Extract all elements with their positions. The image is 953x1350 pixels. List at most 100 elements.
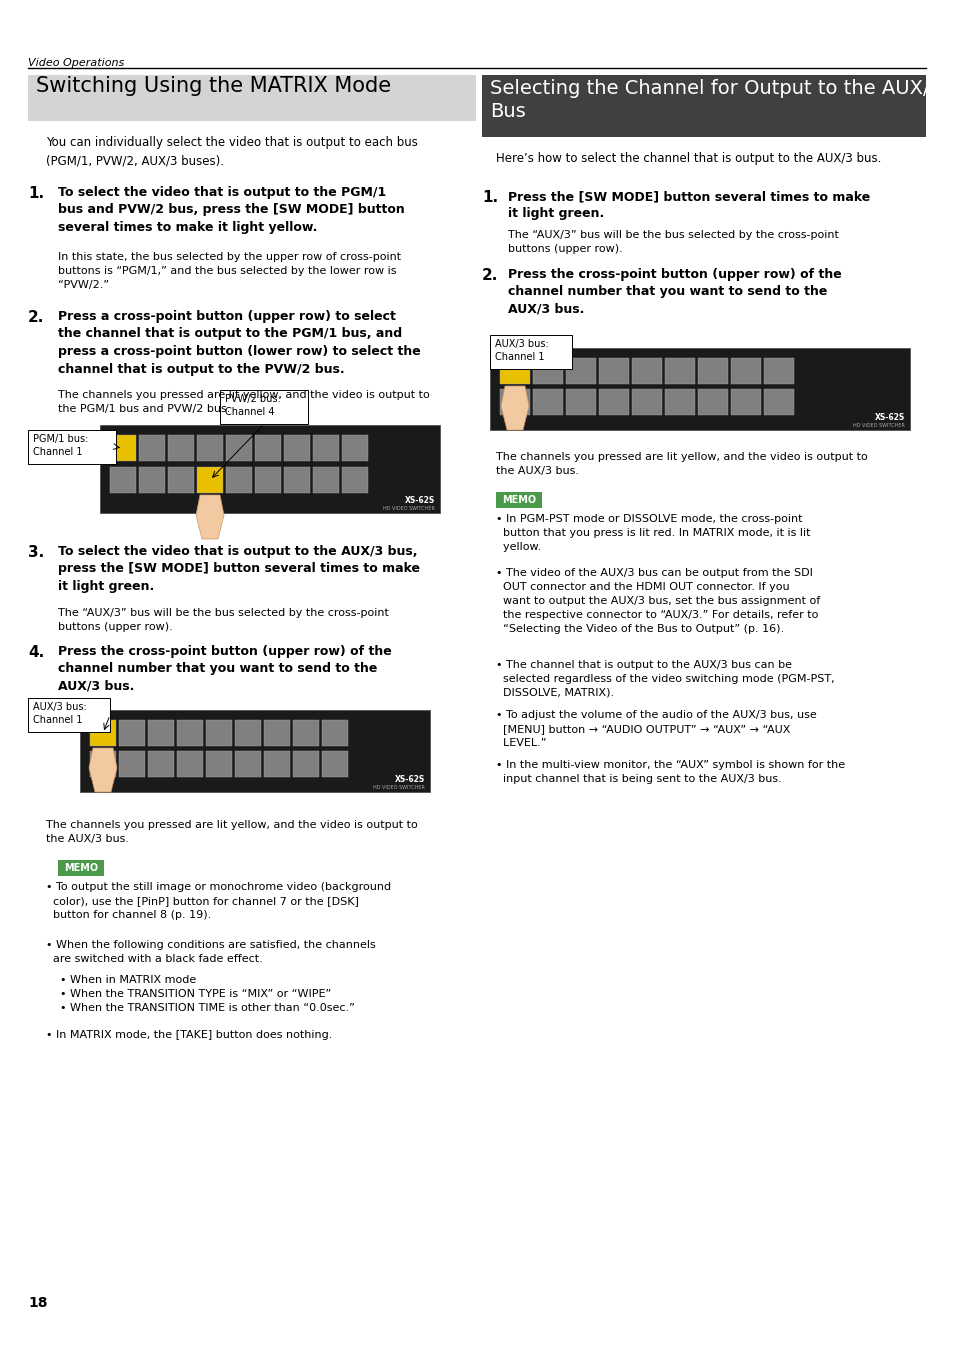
Text: Switching Using the MATRIX Mode: Switching Using the MATRIX Mode (36, 76, 391, 96)
Text: To select the video that is output to the PGM/1
bus and PVW/2 bus, press the [SW: To select the video that is output to th… (58, 186, 404, 234)
FancyBboxPatch shape (28, 76, 476, 122)
Text: PVW/2 bus:
Channel 4: PVW/2 bus: Channel 4 (225, 394, 280, 417)
Text: • In the multi-view monitor, the “AUX” symbol is shown for the
  input channel t: • In the multi-view monitor, the “AUX” s… (496, 760, 844, 784)
FancyBboxPatch shape (763, 358, 793, 383)
FancyBboxPatch shape (490, 335, 572, 369)
FancyBboxPatch shape (148, 720, 173, 747)
FancyBboxPatch shape (322, 751, 348, 778)
Text: MEMO: MEMO (501, 495, 536, 505)
FancyBboxPatch shape (341, 467, 368, 493)
FancyBboxPatch shape (90, 751, 116, 778)
Text: The channels you pressed are lit yellow, and the video is output to
the AUX/3 bu: The channels you pressed are lit yellow,… (46, 819, 417, 844)
FancyBboxPatch shape (565, 358, 596, 383)
FancyBboxPatch shape (763, 389, 793, 414)
FancyBboxPatch shape (698, 358, 727, 383)
Text: The channels you pressed are lit yellow, and the video is output to
the AUX/3 bu: The channels you pressed are lit yellow,… (496, 452, 867, 477)
Text: • When in MATRIX mode
• When the TRANSITION TYPE is “MIX” or “WIPE”
• When the T: • When in MATRIX mode • When the TRANSIT… (60, 975, 355, 1012)
FancyBboxPatch shape (313, 435, 338, 460)
FancyBboxPatch shape (598, 358, 628, 383)
Text: 1.: 1. (28, 186, 44, 201)
FancyBboxPatch shape (226, 435, 252, 460)
Text: • To adjust the volume of the audio of the AUX/3 bus, use
  [MENU] button → “AUD: • To adjust the volume of the audio of t… (496, 710, 816, 748)
Text: Here’s how to select the channel that is output to the AUX/3 bus.: Here’s how to select the channel that is… (496, 153, 881, 165)
Text: XS-62S: XS-62S (395, 775, 424, 784)
Text: • To output the still image or monochrome video (background
  color), use the [P: • To output the still image or monochrom… (46, 882, 391, 919)
Text: • The channel that is output to the AUX/3 bus can be
  selected regardless of th: • The channel that is output to the AUX/… (496, 660, 834, 698)
FancyBboxPatch shape (110, 467, 136, 493)
Text: • In PGM-PST mode or DISSOLVE mode, the cross-point
  button that you press is l: • In PGM-PST mode or DISSOLVE mode, the … (496, 514, 810, 552)
FancyBboxPatch shape (28, 698, 110, 732)
Text: XS-62S: XS-62S (874, 413, 904, 423)
FancyBboxPatch shape (168, 435, 193, 460)
FancyBboxPatch shape (481, 76, 925, 136)
FancyBboxPatch shape (148, 751, 173, 778)
FancyBboxPatch shape (264, 751, 290, 778)
Text: • In MATRIX mode, the [TAKE] button does nothing.: • In MATRIX mode, the [TAKE] button does… (46, 1030, 332, 1040)
FancyBboxPatch shape (293, 720, 318, 747)
FancyBboxPatch shape (100, 425, 439, 513)
FancyBboxPatch shape (139, 467, 165, 493)
Text: In this state, the bus selected by the upper row of cross-point
buttons is “PGM/: In this state, the bus selected by the u… (58, 252, 400, 290)
Text: HD VIDEO SWITCHER: HD VIDEO SWITCHER (373, 784, 424, 790)
Text: You can individually select the video that is output to each bus
(PGM/1, PVW/2, : You can individually select the video th… (46, 136, 417, 167)
FancyBboxPatch shape (254, 435, 281, 460)
FancyBboxPatch shape (196, 435, 223, 460)
FancyBboxPatch shape (631, 389, 661, 414)
FancyBboxPatch shape (293, 751, 318, 778)
FancyBboxPatch shape (119, 720, 145, 747)
Text: 18: 18 (28, 1296, 48, 1310)
Text: Video Operations: Video Operations (28, 58, 124, 68)
Text: To select the video that is output to the AUX/3 bus,
press the [SW MODE] button : To select the video that is output to th… (58, 545, 419, 593)
FancyBboxPatch shape (730, 389, 760, 414)
Polygon shape (500, 386, 529, 431)
FancyBboxPatch shape (565, 389, 596, 414)
FancyBboxPatch shape (206, 751, 232, 778)
Text: 1.: 1. (481, 190, 497, 205)
FancyBboxPatch shape (254, 467, 281, 493)
Text: The “AUX/3” bus will be the bus selected by the cross-point
buttons (upper row).: The “AUX/3” bus will be the bus selected… (507, 230, 838, 254)
FancyBboxPatch shape (341, 435, 368, 460)
FancyBboxPatch shape (490, 348, 909, 431)
Text: 3.: 3. (28, 545, 44, 560)
Text: Press the [SW MODE] button several times to make
it light green.: Press the [SW MODE] button several times… (507, 190, 869, 220)
FancyBboxPatch shape (90, 720, 116, 747)
FancyBboxPatch shape (533, 389, 562, 414)
FancyBboxPatch shape (496, 491, 541, 508)
FancyBboxPatch shape (631, 358, 661, 383)
FancyBboxPatch shape (139, 435, 165, 460)
FancyBboxPatch shape (499, 389, 530, 414)
FancyBboxPatch shape (168, 467, 193, 493)
FancyBboxPatch shape (533, 358, 562, 383)
FancyBboxPatch shape (80, 710, 430, 792)
Text: The “AUX/3” bus will be the bus selected by the cross-point
buttons (upper row).: The “AUX/3” bus will be the bus selected… (58, 608, 389, 632)
Text: AUX/3 bus:
Channel 1: AUX/3 bus: Channel 1 (33, 702, 87, 725)
FancyBboxPatch shape (284, 435, 310, 460)
Polygon shape (89, 748, 117, 792)
FancyBboxPatch shape (234, 751, 261, 778)
Text: XS-62S: XS-62S (404, 495, 435, 505)
FancyBboxPatch shape (177, 751, 203, 778)
Text: Selecting the Channel for Output to the AUX/3
Bus: Selecting the Channel for Output to the … (490, 80, 941, 120)
FancyBboxPatch shape (220, 390, 308, 424)
FancyBboxPatch shape (28, 431, 116, 464)
Text: • The video of the AUX/3 bus can be output from the SDI
  OUT connector and the : • The video of the AUX/3 bus can be outp… (496, 568, 820, 634)
FancyBboxPatch shape (206, 720, 232, 747)
Text: 4.: 4. (28, 645, 44, 660)
FancyBboxPatch shape (284, 467, 310, 493)
Text: HD VIDEO SWITCHER: HD VIDEO SWITCHER (383, 506, 435, 512)
Text: Press a cross-point button (upper row) to select
the channel that is output to t: Press a cross-point button (upper row) t… (58, 310, 420, 375)
Text: Press the cross-point button (upper row) of the
channel number that you want to : Press the cross-point button (upper row)… (58, 645, 392, 693)
FancyBboxPatch shape (664, 389, 695, 414)
FancyBboxPatch shape (322, 720, 348, 747)
FancyBboxPatch shape (264, 720, 290, 747)
FancyBboxPatch shape (730, 358, 760, 383)
FancyBboxPatch shape (313, 467, 338, 493)
FancyBboxPatch shape (119, 751, 145, 778)
FancyBboxPatch shape (58, 860, 104, 876)
Text: The channels you pressed are lit yellow, and the video is output to
the PGM/1 bu: The channels you pressed are lit yellow,… (58, 390, 429, 414)
FancyBboxPatch shape (110, 435, 136, 460)
FancyBboxPatch shape (499, 358, 530, 383)
FancyBboxPatch shape (598, 389, 628, 414)
FancyBboxPatch shape (226, 467, 252, 493)
FancyBboxPatch shape (177, 720, 203, 747)
